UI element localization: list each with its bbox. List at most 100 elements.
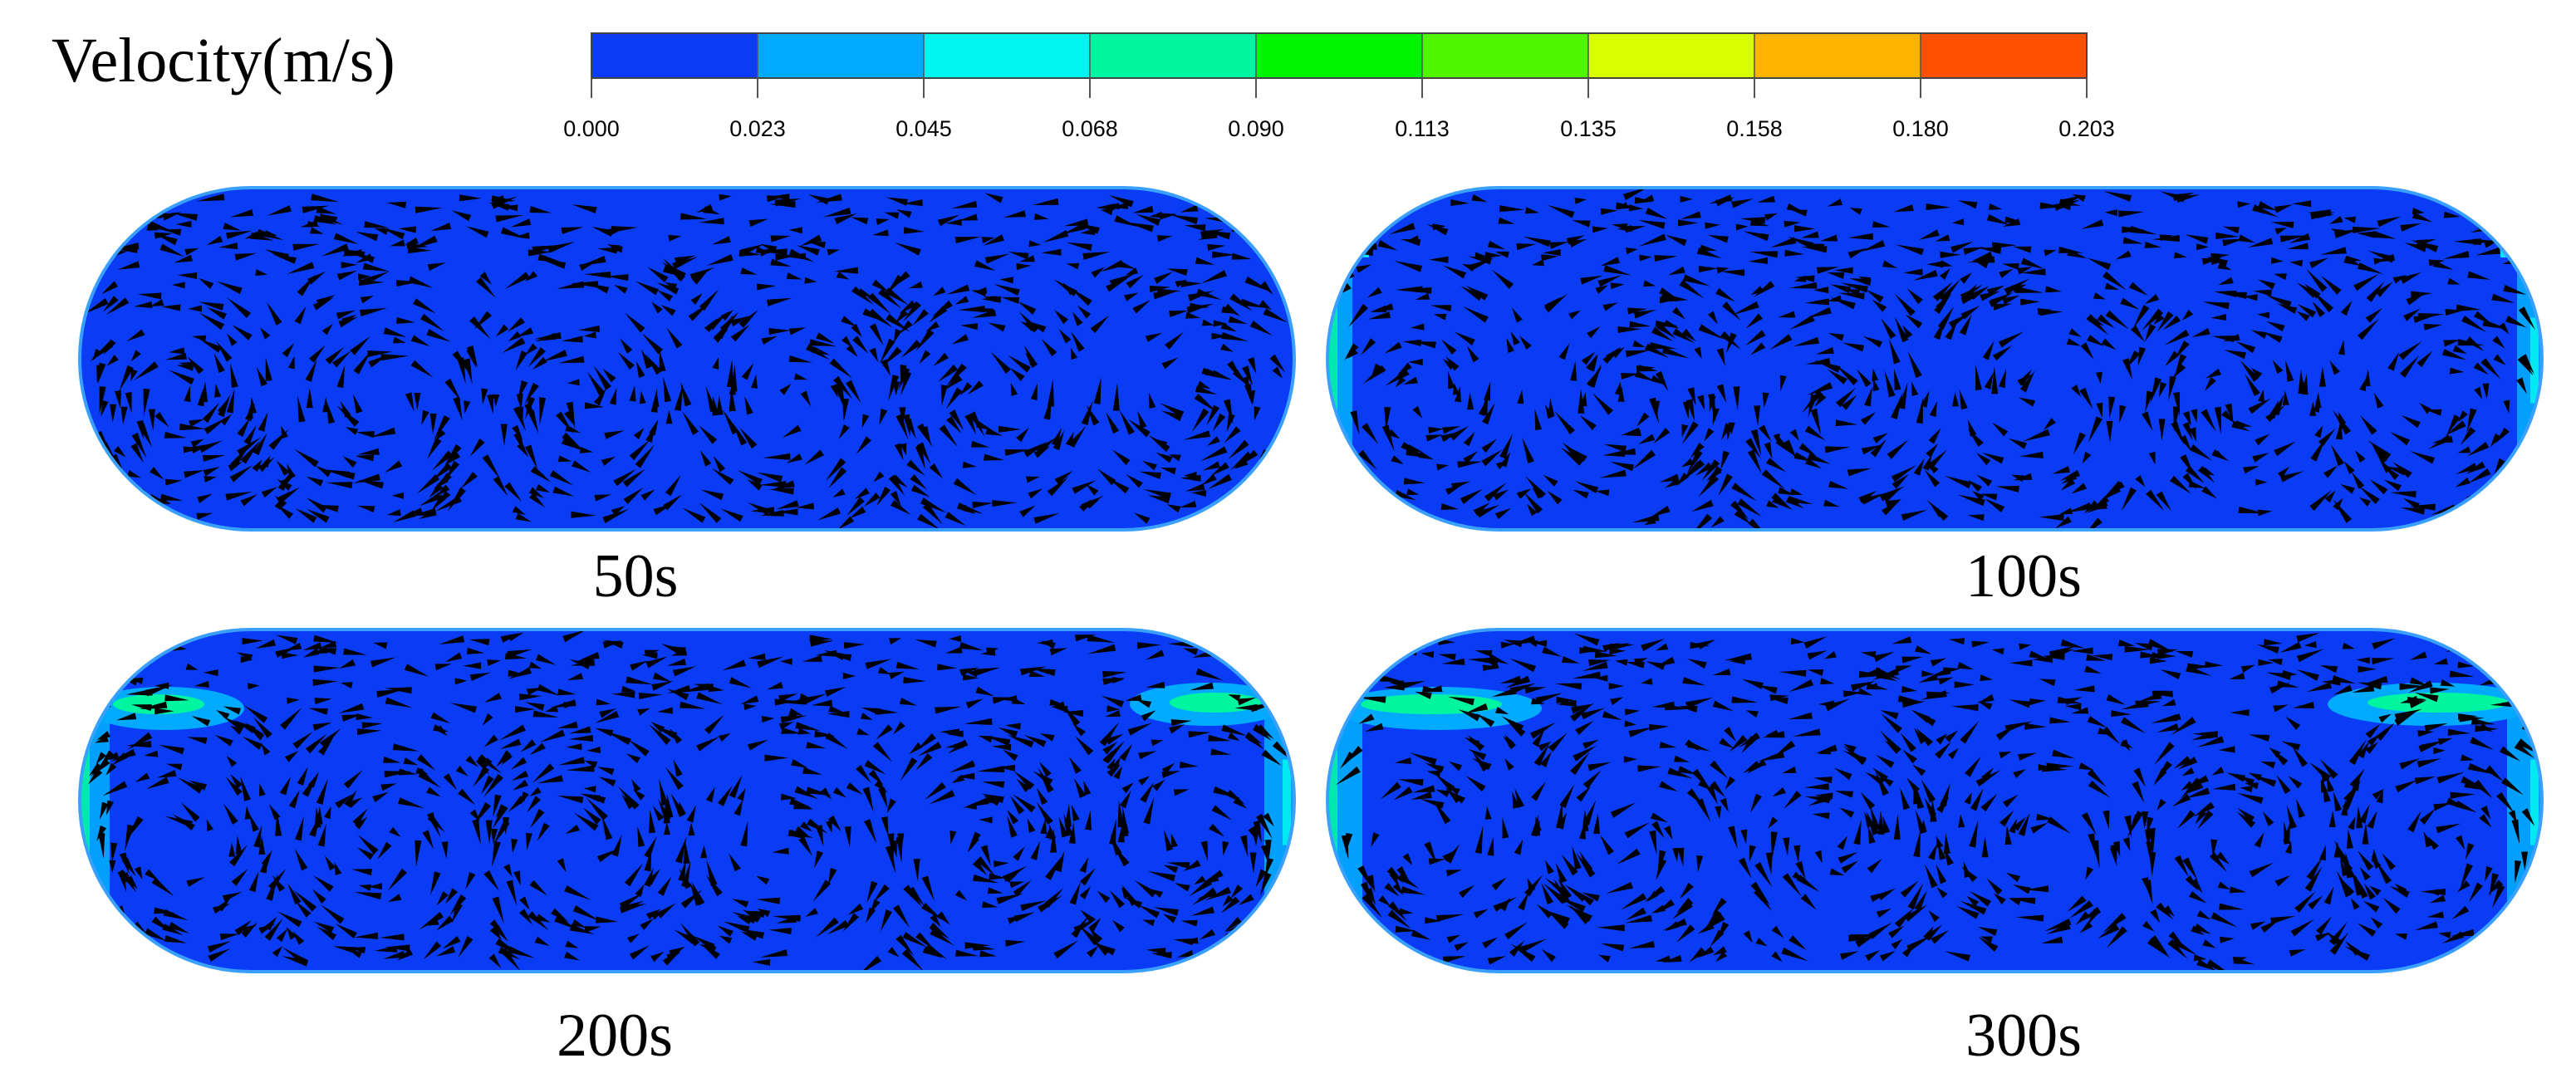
velocity-arrow [793, 373, 807, 380]
velocity-arrow [962, 504, 976, 515]
velocity-arrow [640, 919, 654, 930]
velocity-arrow [1090, 315, 1110, 334]
velocity-arrow [1201, 270, 1227, 284]
velocity-arrow [1687, 387, 1696, 407]
velocity-arrow [2044, 286, 2062, 293]
velocity-arrow [2457, 339, 2485, 346]
velocity-arrow [1106, 705, 1121, 713]
velocity-arrow [1801, 246, 1828, 253]
velocity-arrow [98, 833, 105, 859]
velocity-arrow [1523, 236, 1551, 247]
velocity-arrow [1260, 872, 1272, 896]
velocity-arrow [902, 932, 928, 948]
velocity-arrow [334, 862, 342, 875]
velocity-arrow [2400, 223, 2422, 232]
velocity-arrow [489, 926, 503, 941]
velocity-arrow [584, 271, 611, 278]
velocity-arrow [2292, 702, 2314, 708]
velocity-arrow [413, 298, 436, 314]
velocity-arrow [890, 271, 910, 289]
velocity-arrow [1399, 908, 1414, 915]
velocity-arrow [1358, 713, 1375, 724]
velocity-arrow [404, 664, 429, 677]
velocity-arrow [1815, 744, 1838, 754]
velocity-arrow [1586, 366, 1602, 388]
velocity-arrow [287, 262, 315, 274]
velocity-arrow [1958, 200, 1978, 209]
velocity-arrow [824, 687, 846, 697]
velocity-arrow [672, 666, 696, 677]
velocity-arrow [909, 742, 923, 755]
velocity-arrow [1088, 927, 1103, 943]
velocity-arrow [2511, 819, 2520, 845]
velocity-arrow [1784, 249, 1804, 257]
velocity-arrow [1405, 632, 1426, 642]
velocity-arrow [1196, 288, 1222, 301]
velocity-arrow [1112, 383, 1120, 411]
velocity-arrow [900, 365, 907, 385]
velocity-arrow [2209, 852, 2227, 873]
velocity-arrow [1778, 311, 1796, 318]
velocity-arrow [781, 727, 802, 734]
velocity-arrow [285, 642, 302, 651]
velocity-arrow [2223, 226, 2240, 234]
velocity-arrow [1696, 798, 1711, 822]
velocity-arrow [1555, 862, 1568, 884]
velocity-arrow [549, 470, 573, 486]
velocity-arrow [244, 705, 268, 723]
velocity-arrow [601, 456, 616, 466]
velocity-arrow [175, 221, 192, 228]
velocity-arrow [217, 898, 231, 912]
velocity-arrow [2501, 512, 2515, 522]
velocity-arrow [1602, 450, 1626, 457]
velocity-arrow [253, 433, 267, 456]
velocity-arrow [1582, 892, 1600, 902]
velocity-arrow [1901, 656, 1923, 664]
velocity-arrow [1788, 935, 1807, 951]
velocity-arrow [925, 943, 947, 959]
velocity-arrow [1077, 305, 1092, 319]
velocity-arrow [2073, 432, 2086, 455]
velocity-arrow [2372, 788, 2385, 800]
velocity-arrow [769, 201, 796, 208]
velocity-arrow [865, 659, 892, 669]
velocity-arrow [152, 953, 167, 960]
velocity-arrow [800, 390, 812, 407]
velocity-arrow [1803, 636, 1828, 649]
velocity-arrow [1911, 381, 1919, 396]
velocity-arrow [2346, 828, 2353, 849]
velocity-arrow [445, 451, 461, 466]
velocity-arrow [1948, 313, 1970, 328]
velocity-arrow [1212, 413, 1226, 432]
velocity-arrow [1828, 481, 1848, 489]
velocity-arrow [889, 638, 901, 645]
velocity-arrow [557, 796, 584, 804]
velocity-arrow [1134, 512, 1151, 524]
velocity-arrow [757, 472, 783, 483]
velocity-arrow [2260, 919, 2281, 933]
velocity-arrow [2408, 680, 2433, 693]
velocity-arrow [1406, 488, 1420, 496]
velocity-arrow [1532, 729, 1545, 747]
velocity-arrow [511, 770, 529, 781]
velocity-arrow [261, 487, 277, 498]
velocity-arrow [847, 903, 864, 915]
velocity-arrow [2332, 674, 2357, 684]
velocity-arrow [910, 474, 927, 490]
velocity-arrow [1205, 641, 1217, 649]
velocity-arrow [2320, 759, 2338, 779]
velocity-arrow [1435, 789, 1450, 797]
velocity-arrow [1660, 473, 1680, 483]
velocity-arrow [2111, 710, 2132, 718]
velocity-arrow [2400, 507, 2426, 515]
velocity-arrow [1894, 908, 1914, 928]
velocity-arrow [1355, 958, 1379, 972]
velocity-arrow [620, 338, 633, 354]
velocity-arrow [567, 673, 583, 681]
velocity-arrow [1405, 287, 1432, 294]
velocity-arrow [475, 277, 496, 298]
velocity-arrow [1207, 436, 1220, 446]
velocity-arrow [386, 201, 407, 208]
velocity-arrow [992, 743, 1012, 751]
velocity-arrow [2137, 346, 2147, 366]
